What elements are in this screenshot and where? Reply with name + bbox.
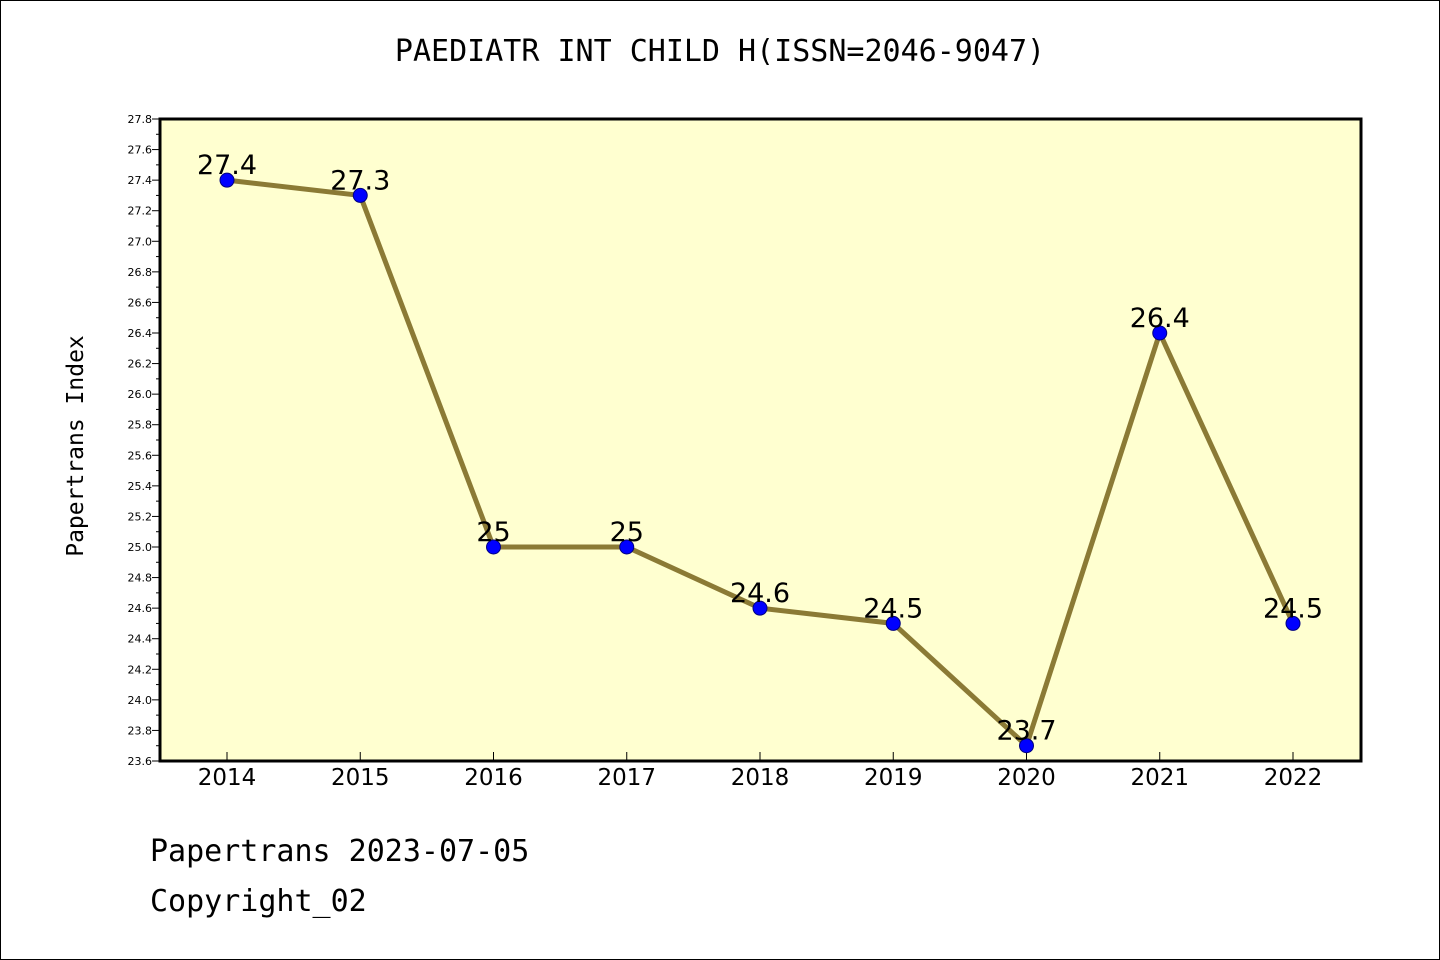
y-tick-label: 26.4 (128, 327, 153, 340)
y-tick-label: 25.8 (128, 419, 153, 432)
y-tick-label: 26.2 (128, 358, 153, 371)
y-tick-label: 25.6 (128, 449, 153, 462)
x-tick-label: 2015 (331, 765, 390, 791)
data-point (885, 615, 901, 631)
x-tick-label: 2019 (864, 765, 923, 791)
data-point (619, 539, 635, 555)
data-label: 27.4 (197, 150, 257, 181)
data-label: 25 (476, 517, 510, 548)
data-label: 27.3 (330, 165, 390, 196)
data-point (1152, 325, 1168, 341)
y-tick-label: 25.4 (128, 480, 153, 493)
y-tick-label: 23.6 (128, 755, 153, 768)
y-tick-label: 24.0 (128, 694, 153, 707)
y-tick-label: 25.2 (128, 510, 153, 523)
footer-copyright: Copyright_02 (150, 884, 367, 919)
y-tick-label: 24.8 (128, 572, 153, 585)
data-label: 24.5 (863, 593, 923, 624)
plot-area (160, 119, 1361, 761)
x-tick-label: 2017 (597, 765, 656, 791)
x-tick-label: 2022 (1264, 765, 1323, 791)
x-tick-label: 2020 (997, 765, 1056, 791)
y-tick-label: 24.2 (128, 663, 153, 676)
y-tick-label: 27.2 (128, 205, 153, 218)
data-point (486, 539, 501, 555)
data-point (219, 172, 235, 188)
plot-border (158, 117, 1363, 763)
x-tick-label: 2021 (1130, 765, 1189, 791)
data-point (1019, 738, 1034, 754)
data-label: 24.5 (1263, 593, 1323, 624)
footer-date: Papertrans 2023-07-05 (150, 834, 530, 869)
y-tick-label: 27.8 (128, 113, 153, 126)
x-tick-label: 2018 (731, 765, 790, 791)
y-tick-label: 24.6 (128, 602, 153, 615)
y-tick-label: 24.4 (128, 633, 153, 646)
y-tick-label: 27.0 (128, 235, 153, 248)
data-label: 25 (610, 517, 644, 548)
x-tick-label: 2016 (464, 765, 523, 791)
data-point (752, 600, 768, 616)
y-tick-label: 26.0 (128, 388, 153, 401)
data-label: 24.6 (730, 578, 790, 609)
data-point (352, 187, 368, 203)
y-tick-label: 23.8 (128, 724, 153, 737)
y-tick-label: 26.8 (128, 266, 153, 279)
x-tick-label: 2014 (198, 765, 257, 791)
data-label: 26.4 (1130, 303, 1190, 334)
data-point (1285, 615, 1301, 631)
y-tick-label: 26.6 (128, 296, 153, 309)
chart-title: PAEDIATR INT CHILD H(ISSN=2046-9047) (394, 34, 1046, 69)
data-label: 23.7 (996, 716, 1056, 747)
y-tick-label: 25.0 (128, 541, 153, 554)
y-tick-label: 27.6 (128, 144, 153, 157)
y-tick-label: 27.4 (128, 174, 153, 187)
